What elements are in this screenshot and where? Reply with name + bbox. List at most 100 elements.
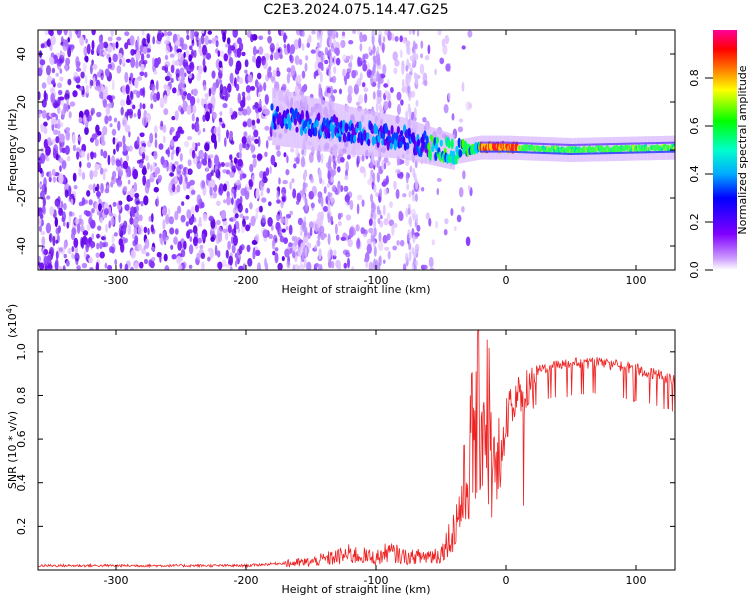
heatmap-noise-cell <box>337 221 342 227</box>
heatmap-noise-cell <box>141 167 147 176</box>
heatmap-noise-cell <box>225 263 231 269</box>
heatmap-noise-cell <box>72 90 78 98</box>
heatmap-noise-cell <box>171 254 177 260</box>
heatmap-noise-cell <box>384 90 389 97</box>
heatmap-noise-cell <box>173 236 178 245</box>
heatmap-noise-cell <box>100 148 104 157</box>
heatmap-band-halo <box>430 126 432 165</box>
heatmap-noise-cell <box>112 53 118 63</box>
heatmap-noise-cell <box>64 39 68 47</box>
heatmap-noise-cell <box>230 236 234 245</box>
heatmap-noise-cell <box>151 257 156 262</box>
heatmap-noise-cell <box>284 215 289 226</box>
heatmap-noise-cell <box>43 255 48 267</box>
heatmap-noise-cell <box>188 244 194 255</box>
heatmap-band-edge <box>541 142 543 145</box>
heatmap-noise-cell <box>298 37 302 49</box>
heatmap-streak-cell <box>372 239 376 248</box>
heatmap-noise-cell <box>80 71 85 79</box>
heatmap-band-edge <box>637 151 639 154</box>
heatmap-band-edge <box>623 142 625 145</box>
heatmap-noise-cell <box>196 98 200 104</box>
heatmap-band-edge <box>481 141 483 144</box>
heatmap-signal-cell <box>295 126 299 133</box>
heatmap-noise-cell <box>296 74 302 84</box>
heatmap-noise-cell <box>395 168 401 174</box>
heatmap-noise-cell <box>235 60 242 72</box>
heatmap-noise-cell <box>286 67 292 73</box>
heatmap-band-edge <box>495 141 497 144</box>
x-tick-label: 100 <box>626 274 647 287</box>
heatmap-streak-cell <box>370 73 374 86</box>
heatmap-streak-cell <box>372 91 376 100</box>
heatmap-streak-cell <box>378 37 382 45</box>
heatmap-band-edge <box>519 142 521 145</box>
heatmap-signal-cell <box>402 136 406 144</box>
heatmap-noise-cell <box>59 76 64 82</box>
heatmap-band-edge <box>578 152 580 155</box>
heatmap-noise-cell <box>174 228 179 235</box>
heatmap-noise-cell <box>159 97 165 109</box>
heatmap-noise-cell <box>297 152 300 159</box>
heatmap-band-edge <box>569 152 571 155</box>
heatmap-noise-cell <box>351 265 355 270</box>
heatmap-noise-cell <box>139 261 144 269</box>
heatmap-band-edge <box>553 152 555 155</box>
heatmap-noise-cell <box>294 55 300 66</box>
heatmap-noise-cell <box>64 189 69 198</box>
heatmap-streak-cell <box>411 60 415 68</box>
heatmap-noise-cell <box>267 35 272 44</box>
heatmap-noise-cell <box>174 161 179 166</box>
heatmap-band-edge <box>496 141 498 144</box>
heatmap-noise-cell <box>237 92 242 104</box>
heatmap-noise-cell <box>94 138 99 147</box>
heatmap-noise-cell <box>291 178 295 184</box>
heatmap-noise-cell <box>359 72 363 81</box>
heatmap-noise-cell <box>272 69 277 78</box>
heatmap-noise-cell <box>197 237 203 244</box>
heatmap-noise-cell <box>196 73 202 82</box>
colorbar-tick-label: 0.2 <box>688 213 701 231</box>
heatmap-band-edge <box>560 143 562 146</box>
heatmap-noise-cell <box>262 171 267 181</box>
heatmap-noise-cell <box>111 79 115 91</box>
heatmap-noise-cell <box>93 169 98 178</box>
heatmap-noise-cell <box>205 162 209 173</box>
heatmap-streak-cell <box>330 196 334 203</box>
heatmap-noise-cell <box>177 205 182 214</box>
heatmap-signal-cell <box>450 138 454 150</box>
heatmap-noise-cell <box>461 81 465 92</box>
heatmap-noise-cell <box>186 105 192 115</box>
heatmap-noise-cell <box>387 250 391 260</box>
heatmap-noise-cell <box>274 237 278 243</box>
heatmap-signal-cell <box>454 155 458 165</box>
y-tick-label: -20 <box>15 189 28 207</box>
heatmap-noise-cell <box>163 30 167 36</box>
heatmap-band-edge <box>658 151 661 153</box>
heatmap-band-edge <box>666 141 668 144</box>
heatmap-noise-cell <box>169 227 175 235</box>
heatmap-band-edge <box>550 152 552 155</box>
x-tick-label: -100 <box>364 574 389 587</box>
heatmap-noise-cell <box>56 153 59 160</box>
heatmap-band-edge <box>661 141 663 144</box>
snr-panel: -300 -200 -100 0 100 0.20.40.60.81.0 Height … <box>5 304 676 596</box>
heatmap-noise-cell <box>226 37 231 45</box>
heatmap-noise-cell <box>436 177 442 182</box>
heatmap-band-edge <box>616 152 618 154</box>
heatmap-noise-cell <box>218 70 223 79</box>
heatmap-noise-cell <box>288 224 293 235</box>
heatmap-noise-cell <box>340 185 344 193</box>
heatmap-noise-cell <box>143 258 149 265</box>
spectrogram-x-ticks: -300 -200 -100 0 100 <box>104 30 647 287</box>
heatmap-band-edge <box>629 151 631 154</box>
heatmap-noise-cell <box>171 163 176 173</box>
heatmap-noise-cell <box>142 46 148 54</box>
heatmap-band-edge <box>505 150 507 153</box>
heatmap-streak-cell <box>320 196 324 207</box>
heatmap-noise-cell <box>255 79 259 88</box>
heatmap-signal-cell <box>381 139 385 146</box>
heatmap-band-edge <box>492 141 494 144</box>
heatmap-noise-cell <box>89 267 94 270</box>
heatmap-band-edge <box>621 151 623 154</box>
